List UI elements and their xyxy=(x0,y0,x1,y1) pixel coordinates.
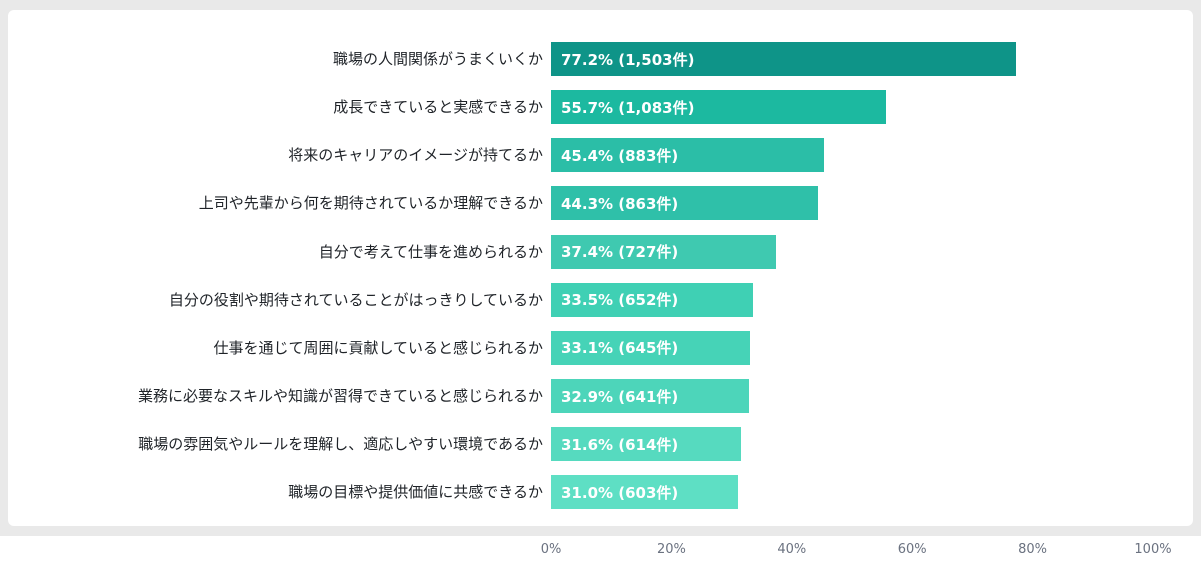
chart-row: 自分の役割や期待されていることがはっきりしているか 33.5% (652件) xyxy=(8,282,1193,317)
bar-value-label: 45.4% (883件) xyxy=(561,146,679,165)
bar-value-label: 31.0% (603件) xyxy=(561,483,679,502)
category-label: 成長できていると実感できるか xyxy=(333,98,543,117)
bar: 33.5% (652件) xyxy=(551,282,753,317)
bar: 55.7% (1,083件) xyxy=(551,90,887,125)
category-label: 職場の雰囲気やルールを理解し、適応しやすい環境であるか xyxy=(138,435,543,454)
x-axis-tick-label: 40% xyxy=(777,542,807,557)
bar-value-label: 37.4% (727件) xyxy=(561,243,679,262)
chart-row: 業務に必要なスキルや知識が習得できていると感じられるか 32.9% (641件) xyxy=(8,379,1193,414)
x-axis-tick-label: 60% xyxy=(897,542,927,557)
chart-card: 職場の人間関係がうまくいくか 77.2% (1,503件) 成長できていると実感でき… xyxy=(8,10,1193,526)
category-label: 業務に必要なスキルや知識が習得できていると感じられるか xyxy=(137,387,543,406)
bar-value-label: 44.3% (863件) xyxy=(561,194,679,213)
bar: 33.1% (645件) xyxy=(551,330,751,365)
chart-row: 自分で考えて仕事を進められるか 37.4% (727件) xyxy=(8,234,1193,269)
chart-row: 成長できていると実感できるか 55.7% (1,083件) xyxy=(8,90,1193,125)
category-label: 自分で考えて仕事を進められるか xyxy=(318,242,543,261)
bar-value-label: 31.6% (614件) xyxy=(561,435,679,454)
bar: 44.3% (863件) xyxy=(551,186,818,221)
bar-value-label: 33.1% (645件) xyxy=(561,339,679,358)
category-label: 上司や先輩から何を期待されているか理解できるか xyxy=(198,194,543,213)
bar-value-label: 33.5% (652件) xyxy=(561,291,679,310)
x-axis: 0% 20% 40% 60% 80% 100% xyxy=(0,536,1201,582)
bar-value-label: 32.9% (641件) xyxy=(561,387,679,406)
chart-row: 職場の雰囲気やルールを理解し、適応しやすい環境であるか 31.6% (614件) xyxy=(8,427,1193,462)
bar: 31.0% (603件) xyxy=(551,475,738,510)
x-axis-tick-label: 80% xyxy=(1018,542,1048,557)
bar-value-label: 55.7% (1,083件) xyxy=(561,98,695,117)
chart-row: 上司や先輩から何を期待されているか理解できるか 44.3% (863件) xyxy=(8,186,1193,221)
x-axis-tick-label: 20% xyxy=(656,542,686,557)
category-label: 将来のキャリアのイメージが持てるか xyxy=(288,146,543,165)
category-label: 職場の目標や提供価値に共感できるか xyxy=(288,483,543,502)
category-label: 自分の役割や期待されていることがはっきりしているか xyxy=(168,290,543,309)
bar: 45.4% (883件) xyxy=(551,138,825,173)
chart-row: 将来のキャリアのイメージが持てるか 45.4% (883件) xyxy=(8,138,1193,173)
bar: 77.2% (1,503件) xyxy=(551,42,1016,76)
bar: 37.4% (727件) xyxy=(551,234,777,269)
x-axis-tick-label: 0% xyxy=(540,542,562,557)
chart-row: 仕事を通じて周囲に貢献していると感じられるか 33.1% (645件) xyxy=(8,330,1193,365)
bar-value-label: 77.2% (1,503件) xyxy=(561,50,695,69)
x-axis-tick-label: 100% xyxy=(1134,542,1172,557)
category-label: 職場の人間関係がうまくいくか xyxy=(332,50,543,68)
category-label: 仕事を通じて周囲に貢献していると感じられるか xyxy=(213,338,543,357)
bar: 31.6% (614件) xyxy=(551,427,742,462)
bar: 32.9% (641件) xyxy=(551,379,750,414)
chart-row: 職場の人間関係がうまくいくか 77.2% (1,503件) xyxy=(8,42,1193,76)
chart-row: 職場の目標や提供価値に共感できるか 31.0% (603件) xyxy=(8,475,1193,510)
